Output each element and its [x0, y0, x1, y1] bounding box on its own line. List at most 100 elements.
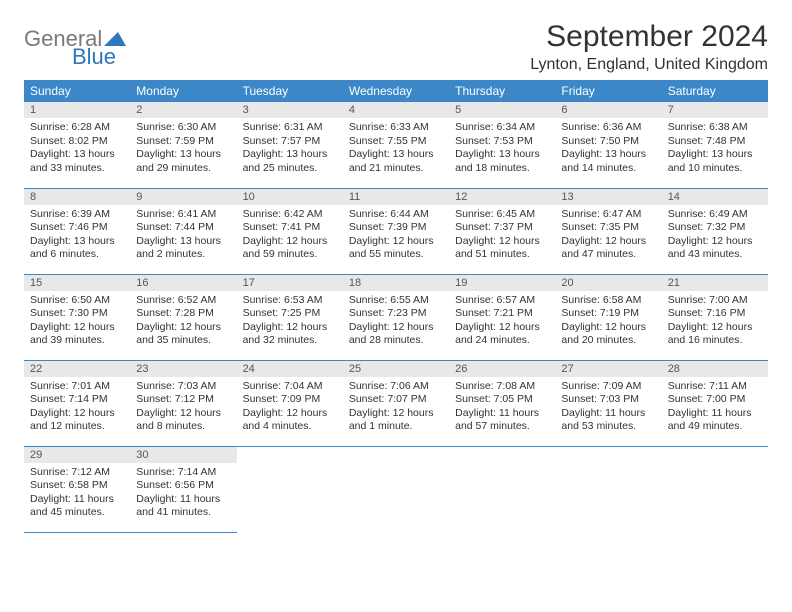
daylight-text: Daylight: 12 hours and 43 minutes. — [668, 235, 762, 262]
calendar-row: 22Sunrise: 7:01 AMSunset: 7:14 PMDayligh… — [24, 360, 768, 446]
sunset-text: Sunset: 7:14 PM — [30, 393, 124, 407]
calendar-body: 1Sunrise: 6:28 AMSunset: 8:02 PMDaylight… — [24, 102, 768, 532]
day-number: 9 — [130, 189, 236, 205]
sunset-text: Sunset: 7:30 PM — [30, 307, 124, 321]
day-number: 16 — [130, 275, 236, 291]
calendar-cell: 14Sunrise: 6:49 AMSunset: 7:32 PMDayligh… — [662, 188, 768, 274]
sunrise-text: Sunrise: 6:50 AM — [30, 294, 124, 308]
location: Lynton, England, United Kingdom — [530, 56, 768, 74]
sunset-text: Sunset: 7:21 PM — [455, 307, 549, 321]
sunrise-text: Sunrise: 6:41 AM — [136, 208, 230, 222]
weekday-header: Sunday — [24, 80, 130, 102]
sunset-text: Sunset: 7:35 PM — [561, 221, 655, 235]
day-content: Sunrise: 6:33 AMSunset: 7:55 PMDaylight:… — [343, 118, 449, 182]
day-number: 23 — [130, 361, 236, 377]
calendar-cell: 19Sunrise: 6:57 AMSunset: 7:21 PMDayligh… — [449, 274, 555, 360]
day-number: 5 — [449, 102, 555, 118]
daylight-text: Daylight: 12 hours and 35 minutes. — [136, 321, 230, 348]
daylight-text: Daylight: 12 hours and 16 minutes. — [668, 321, 762, 348]
day-number: 22 — [24, 361, 130, 377]
calendar-row: 1Sunrise: 6:28 AMSunset: 8:02 PMDaylight… — [24, 102, 768, 188]
sunrise-text: Sunrise: 7:11 AM — [668, 380, 762, 394]
day-content: Sunrise: 6:39 AMSunset: 7:46 PMDaylight:… — [24, 205, 130, 269]
calendar-row: 8Sunrise: 6:39 AMSunset: 7:46 PMDaylight… — [24, 188, 768, 274]
calendar-cell: 13Sunrise: 6:47 AMSunset: 7:35 PMDayligh… — [555, 188, 661, 274]
sunrise-text: Sunrise: 6:57 AM — [455, 294, 549, 308]
calendar-cell: 24Sunrise: 7:04 AMSunset: 7:09 PMDayligh… — [237, 360, 343, 446]
calendar-cell: 28Sunrise: 7:11 AMSunset: 7:00 PMDayligh… — [662, 360, 768, 446]
day-content: Sunrise: 7:12 AMSunset: 6:58 PMDaylight:… — [24, 463, 130, 527]
daylight-text: Daylight: 13 hours and 25 minutes. — [243, 148, 337, 175]
sunset-text: Sunset: 7:41 PM — [243, 221, 337, 235]
sunrise-text: Sunrise: 7:06 AM — [349, 380, 443, 394]
sunrise-text: Sunrise: 7:04 AM — [243, 380, 337, 394]
daylight-text: Daylight: 12 hours and 51 minutes. — [455, 235, 549, 262]
day-content: Sunrise: 7:04 AMSunset: 7:09 PMDaylight:… — [237, 377, 343, 441]
day-number: 15 — [24, 275, 130, 291]
day-content: Sunrise: 6:49 AMSunset: 7:32 PMDaylight:… — [662, 205, 768, 269]
day-number: 20 — [555, 275, 661, 291]
day-content: Sunrise: 6:28 AMSunset: 8:02 PMDaylight:… — [24, 118, 130, 182]
calendar-cell: 12Sunrise: 6:45 AMSunset: 7:37 PMDayligh… — [449, 188, 555, 274]
day-number: 28 — [662, 361, 768, 377]
title-block: September 2024 Lynton, England, United K… — [530, 20, 768, 74]
calendar-cell: 4Sunrise: 6:33 AMSunset: 7:55 PMDaylight… — [343, 102, 449, 188]
sunset-text: Sunset: 7:46 PM — [30, 221, 124, 235]
day-content: Sunrise: 6:30 AMSunset: 7:59 PMDaylight:… — [130, 118, 236, 182]
weekday-header-row: Sunday Monday Tuesday Wednesday Thursday… — [24, 80, 768, 102]
day-content: Sunrise: 6:31 AMSunset: 7:57 PMDaylight:… — [237, 118, 343, 182]
sunrise-text: Sunrise: 6:28 AM — [30, 121, 124, 135]
sunset-text: Sunset: 7:00 PM — [668, 393, 762, 407]
sunset-text: Sunset: 7:32 PM — [668, 221, 762, 235]
daylight-text: Daylight: 13 hours and 18 minutes. — [455, 148, 549, 175]
daylight-text: Daylight: 12 hours and 20 minutes. — [561, 321, 655, 348]
day-number: 6 — [555, 102, 661, 118]
day-content: Sunrise: 7:08 AMSunset: 7:05 PMDaylight:… — [449, 377, 555, 441]
sunset-text: Sunset: 7:53 PM — [455, 135, 549, 149]
sunset-text: Sunset: 7:25 PM — [243, 307, 337, 321]
day-number: 13 — [555, 189, 661, 205]
sunrise-text: Sunrise: 6:34 AM — [455, 121, 549, 135]
day-content: Sunrise: 6:58 AMSunset: 7:19 PMDaylight:… — [555, 291, 661, 355]
calendar-cell: 26Sunrise: 7:08 AMSunset: 7:05 PMDayligh… — [449, 360, 555, 446]
day-content: Sunrise: 6:52 AMSunset: 7:28 PMDaylight:… — [130, 291, 236, 355]
calendar-cell — [662, 446, 768, 532]
day-number: 29 — [24, 447, 130, 463]
day-content: Sunrise: 6:50 AMSunset: 7:30 PMDaylight:… — [24, 291, 130, 355]
weekday-header: Tuesday — [237, 80, 343, 102]
daylight-text: Daylight: 13 hours and 14 minutes. — [561, 148, 655, 175]
daylight-text: Daylight: 13 hours and 10 minutes. — [668, 148, 762, 175]
sunset-text: Sunset: 7:59 PM — [136, 135, 230, 149]
sunrise-text: Sunrise: 6:36 AM — [561, 121, 655, 135]
sunset-text: Sunset: 6:58 PM — [30, 479, 124, 493]
day-content: Sunrise: 6:45 AMSunset: 7:37 PMDaylight:… — [449, 205, 555, 269]
day-content: Sunrise: 6:34 AMSunset: 7:53 PMDaylight:… — [449, 118, 555, 182]
sunrise-text: Sunrise: 6:58 AM — [561, 294, 655, 308]
day-number: 2 — [130, 102, 236, 118]
calendar-cell: 17Sunrise: 6:53 AMSunset: 7:25 PMDayligh… — [237, 274, 343, 360]
weekday-header: Thursday — [449, 80, 555, 102]
header: General Blue September 2024 Lynton, Engl… — [24, 20, 768, 74]
daylight-text: Daylight: 12 hours and 1 minute. — [349, 407, 443, 434]
calendar-cell — [449, 446, 555, 532]
sunrise-text: Sunrise: 7:14 AM — [136, 466, 230, 480]
day-content: Sunrise: 7:11 AMSunset: 7:00 PMDaylight:… — [662, 377, 768, 441]
daylight-text: Daylight: 12 hours and 28 minutes. — [349, 321, 443, 348]
calendar-cell: 20Sunrise: 6:58 AMSunset: 7:19 PMDayligh… — [555, 274, 661, 360]
day-number: 26 — [449, 361, 555, 377]
day-number: 7 — [662, 102, 768, 118]
sunrise-text: Sunrise: 6:31 AM — [243, 121, 337, 135]
sunrise-text: Sunrise: 7:03 AM — [136, 380, 230, 394]
calendar-cell: 10Sunrise: 6:42 AMSunset: 7:41 PMDayligh… — [237, 188, 343, 274]
calendar-row: 15Sunrise: 6:50 AMSunset: 7:30 PMDayligh… — [24, 274, 768, 360]
daylight-text: Daylight: 12 hours and 24 minutes. — [455, 321, 549, 348]
weekday-header: Friday — [555, 80, 661, 102]
sunrise-text: Sunrise: 7:09 AM — [561, 380, 655, 394]
sunrise-text: Sunrise: 6:33 AM — [349, 121, 443, 135]
logo: General Blue — [24, 28, 126, 68]
day-number: 1 — [24, 102, 130, 118]
day-content: Sunrise: 7:01 AMSunset: 7:14 PMDaylight:… — [24, 377, 130, 441]
sunset-text: Sunset: 7:48 PM — [668, 135, 762, 149]
daylight-text: Daylight: 11 hours and 41 minutes. — [136, 493, 230, 520]
calendar-cell — [237, 446, 343, 532]
